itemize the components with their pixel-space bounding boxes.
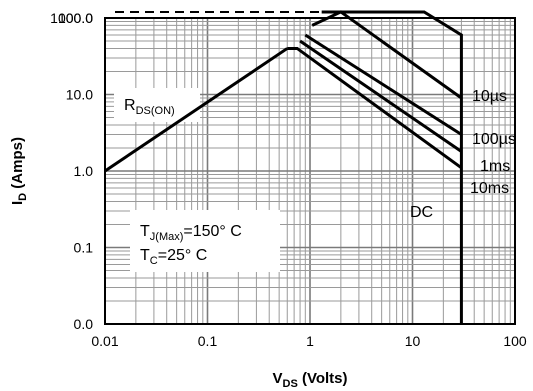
soa-curves: [104, 10, 463, 324]
x-tick-labels: 0.01 0.1 1 10 100: [91, 333, 527, 349]
series-line-1ms: [304, 33, 463, 136]
series-label: 10ms: [470, 180, 509, 197]
y-tick-label: 10.0: [66, 87, 93, 103]
series-label: DC: [410, 204, 433, 221]
series-labels: 10µs 100µs 1ms 10ms DC: [410, 88, 516, 221]
y-tick-label: 0.1: [74, 240, 94, 256]
y-tick-label: 1000.0: [50, 10, 93, 26]
x-tick-label: 0.01: [91, 333, 118, 349]
series-line-DC: [287, 46, 463, 170]
x-tick-label: 1: [306, 333, 314, 349]
series-label: 100µs: [472, 131, 516, 148]
y-tick-label: 0.0: [74, 316, 94, 332]
y-tick-label: 1.0: [74, 163, 94, 179]
x-tick-label: 100: [503, 333, 527, 349]
rds-on-label: RDS(ON): [124, 97, 175, 117]
rds-on-limit-line: [104, 47, 289, 173]
series-line-10s: [321, 10, 463, 324]
x-tick-label: 10: [405, 333, 421, 349]
series-label: 1ms: [480, 158, 510, 175]
grid: [104, 18, 515, 325]
tc-label: TC=25° C: [140, 247, 207, 267]
x-axis-title: VDS (Volts): [272, 370, 347, 390]
x-tick-label: 0.1: [198, 333, 218, 349]
y-axis-title: ID (Amps): [9, 137, 29, 205]
y-tick-label: 100.0: [58, 10, 93, 26]
conditions-box: [130, 210, 280, 272]
series-label: 10µs: [472, 88, 507, 105]
tj-max-label: TJ(Max)=150° C: [140, 223, 242, 243]
series-line-100s: [311, 10, 463, 100]
series-line-10ms: [299, 39, 463, 153]
